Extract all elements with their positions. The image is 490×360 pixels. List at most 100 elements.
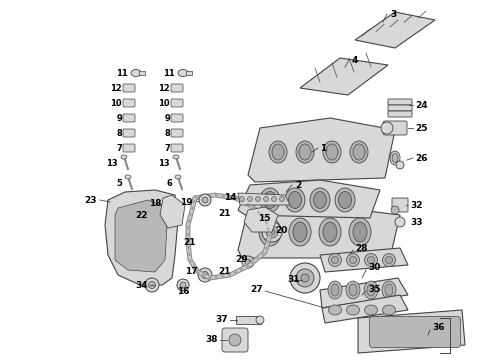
Ellipse shape xyxy=(247,197,252,202)
Ellipse shape xyxy=(255,197,261,202)
Ellipse shape xyxy=(326,144,338,160)
Ellipse shape xyxy=(260,188,280,212)
Ellipse shape xyxy=(173,155,179,159)
Ellipse shape xyxy=(262,222,282,242)
Text: 36: 36 xyxy=(432,324,444,333)
FancyBboxPatch shape xyxy=(171,129,183,137)
Ellipse shape xyxy=(328,253,342,266)
Text: 10: 10 xyxy=(110,99,122,108)
Text: 28: 28 xyxy=(355,243,368,252)
FancyBboxPatch shape xyxy=(388,111,412,117)
Ellipse shape xyxy=(201,271,209,279)
Ellipse shape xyxy=(350,141,368,163)
Ellipse shape xyxy=(240,197,245,202)
Ellipse shape xyxy=(242,256,254,268)
Ellipse shape xyxy=(245,259,251,265)
Polygon shape xyxy=(300,58,388,95)
Text: 21: 21 xyxy=(183,238,196,247)
Text: 10: 10 xyxy=(158,99,170,108)
Text: 17: 17 xyxy=(185,267,198,276)
Text: 21: 21 xyxy=(218,267,230,276)
Ellipse shape xyxy=(310,188,330,212)
FancyBboxPatch shape xyxy=(171,99,183,107)
Ellipse shape xyxy=(386,256,392,264)
Ellipse shape xyxy=(158,212,166,219)
Ellipse shape xyxy=(256,316,264,324)
Polygon shape xyxy=(322,295,408,323)
Polygon shape xyxy=(105,190,178,285)
Text: 6: 6 xyxy=(166,179,172,188)
Text: 14: 14 xyxy=(224,193,237,202)
Ellipse shape xyxy=(178,69,188,77)
Ellipse shape xyxy=(289,218,311,246)
Text: 35: 35 xyxy=(368,285,381,294)
Text: 11: 11 xyxy=(163,68,175,77)
FancyBboxPatch shape xyxy=(123,99,135,107)
Ellipse shape xyxy=(339,192,351,208)
Ellipse shape xyxy=(289,192,301,208)
Text: 21: 21 xyxy=(218,208,230,217)
FancyBboxPatch shape xyxy=(123,129,135,137)
Ellipse shape xyxy=(332,256,339,264)
Ellipse shape xyxy=(198,268,212,282)
Ellipse shape xyxy=(121,155,127,159)
Ellipse shape xyxy=(199,194,211,206)
Polygon shape xyxy=(244,207,278,232)
Text: 9: 9 xyxy=(164,113,170,122)
Ellipse shape xyxy=(264,197,269,202)
Ellipse shape xyxy=(365,305,377,315)
Polygon shape xyxy=(238,193,290,205)
Ellipse shape xyxy=(349,256,357,264)
Text: 5: 5 xyxy=(116,179,122,188)
Ellipse shape xyxy=(314,192,326,208)
FancyBboxPatch shape xyxy=(222,328,248,352)
Ellipse shape xyxy=(271,197,276,202)
Ellipse shape xyxy=(390,151,400,165)
Text: 2: 2 xyxy=(295,180,301,189)
Polygon shape xyxy=(320,278,408,308)
Text: 12: 12 xyxy=(158,84,170,93)
Ellipse shape xyxy=(175,175,181,179)
Ellipse shape xyxy=(279,197,285,202)
Text: 15: 15 xyxy=(258,213,270,222)
Ellipse shape xyxy=(331,284,339,296)
Ellipse shape xyxy=(229,334,241,346)
Ellipse shape xyxy=(346,253,360,266)
Text: 31: 31 xyxy=(288,275,300,284)
Ellipse shape xyxy=(177,279,189,291)
Ellipse shape xyxy=(301,274,309,282)
Ellipse shape xyxy=(296,141,314,163)
Text: 13: 13 xyxy=(158,158,170,167)
Ellipse shape xyxy=(259,218,281,246)
FancyBboxPatch shape xyxy=(171,84,183,92)
Text: 22: 22 xyxy=(136,211,148,220)
FancyBboxPatch shape xyxy=(388,99,412,105)
Ellipse shape xyxy=(299,144,311,160)
Text: 25: 25 xyxy=(415,123,427,132)
Ellipse shape xyxy=(392,153,398,162)
Polygon shape xyxy=(238,205,400,258)
Text: 13: 13 xyxy=(106,158,118,167)
Text: 29: 29 xyxy=(235,256,248,265)
Ellipse shape xyxy=(353,222,367,242)
Text: 30: 30 xyxy=(368,264,380,273)
Text: 27: 27 xyxy=(250,285,263,294)
Bar xyxy=(236,316,261,324)
Polygon shape xyxy=(358,310,465,353)
FancyBboxPatch shape xyxy=(388,105,412,111)
Ellipse shape xyxy=(131,69,141,77)
Text: 9: 9 xyxy=(116,113,122,122)
Polygon shape xyxy=(320,248,408,272)
Text: 34: 34 xyxy=(135,280,148,289)
Ellipse shape xyxy=(364,281,378,299)
Ellipse shape xyxy=(266,226,278,238)
Text: 24: 24 xyxy=(415,100,428,109)
Ellipse shape xyxy=(349,218,371,246)
Text: 23: 23 xyxy=(84,195,97,204)
Ellipse shape xyxy=(391,206,399,214)
Text: 7: 7 xyxy=(164,144,170,153)
Polygon shape xyxy=(355,12,435,48)
Ellipse shape xyxy=(272,144,284,160)
Text: 11: 11 xyxy=(116,68,128,77)
Ellipse shape xyxy=(148,282,155,288)
